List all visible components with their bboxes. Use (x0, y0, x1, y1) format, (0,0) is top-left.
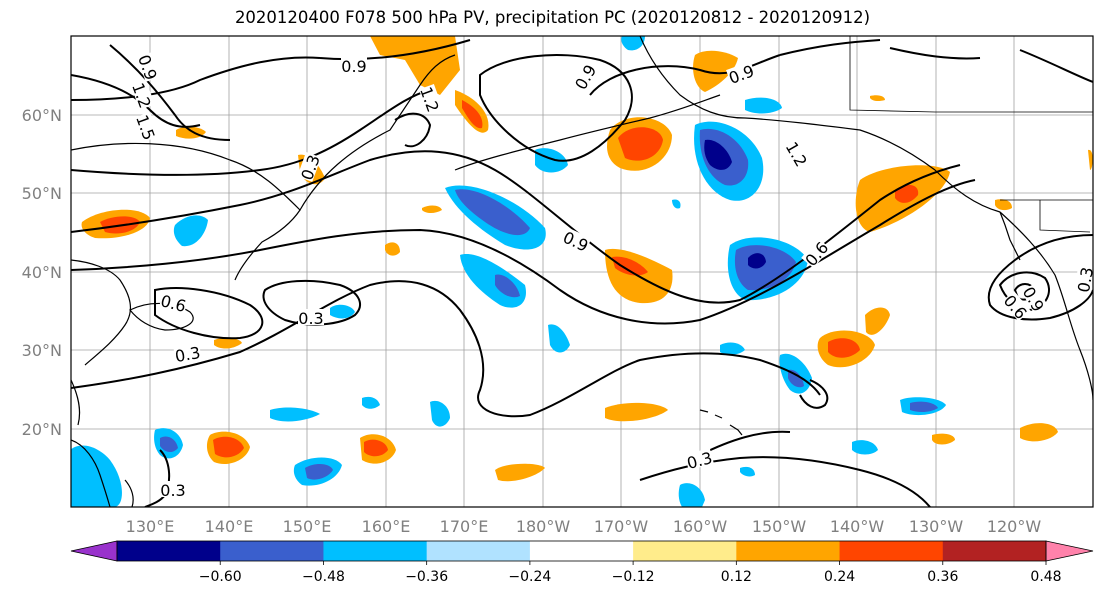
contour-label-bg (298, 309, 324, 325)
latitude-label: 60°N (22, 106, 62, 125)
contour-label: 0.3 (160, 481, 185, 500)
colorbar-tick-label: 0.12 (721, 569, 752, 585)
contour-label-bg (1073, 265, 1093, 294)
longitude-label: 160°W (673, 517, 728, 536)
longitude-label: 140°W (830, 517, 885, 536)
colorbar-segment (529, 541, 634, 561)
latitude-labels: 60°N 50°N 40°N 30°N 20°N (22, 106, 62, 439)
contour-label-bg (297, 152, 322, 182)
colorbar-segment (839, 541, 944, 561)
contour-label: 0.3 (298, 309, 323, 328)
colorbar-tick-label: −0.24 (508, 569, 551, 585)
contour-label-bg (134, 112, 159, 142)
contour-label-bg (726, 61, 756, 86)
longitude-label: 120°W (987, 517, 1042, 536)
colorbar-segment (633, 541, 737, 561)
colorbar-segment (942, 541, 1047, 561)
colorbar-tick-label: −0.36 (405, 569, 448, 585)
colorbar (70, 540, 1094, 562)
longitude-label: 130°E (126, 517, 175, 536)
colorbar-tick-label: −0.48 (302, 569, 345, 585)
contour-label-bg (136, 52, 161, 82)
contour-label-bg (1001, 290, 1031, 322)
precip-fill-negative (71, 36, 946, 507)
latitude-label: 30°N (22, 341, 62, 360)
colorbar-tick-label: 0.24 (824, 569, 855, 585)
latitude-label: 50°N (22, 184, 62, 203)
contour-label-bg (1021, 283, 1049, 314)
longitude-label: 170°W (594, 517, 649, 536)
map-frame (70, 35, 1094, 508)
contour-label-bg (561, 227, 592, 254)
latitude-label: 20°N (22, 420, 62, 439)
colorbar-segment (117, 541, 221, 561)
contour-label-bg (684, 448, 714, 471)
contour-label-bg (173, 342, 202, 364)
longitude-labels: 130°E 140°E 150°E 160°E 170°E 180°W 170°W 160°W… (126, 517, 1042, 536)
contour-label: 0.3 (174, 343, 202, 366)
contour-label-bg (418, 84, 443, 114)
pv-contours (71, 39, 1093, 507)
colorbar-tick-label: 0.48 (1030, 569, 1061, 585)
contour-label: 0.3 (1074, 266, 1097, 294)
latitude-label: 40°N (22, 263, 62, 282)
longitude-label: 160°E (362, 517, 411, 536)
longitude-label: 170°E (440, 517, 489, 536)
contour-label-bg (784, 138, 812, 169)
longitude-label: 140°E (205, 517, 254, 536)
contour-label-bg (570, 61, 598, 92)
colorbar-tick-label: −0.60 (199, 569, 242, 585)
contour-label-bg (801, 237, 831, 269)
map-title: 2020120400 F078 500 hPa PV, precipitatio… (234, 8, 871, 27)
colorbar-segment (323, 541, 428, 561)
map-background (71, 36, 1093, 507)
colorbar-segment (426, 541, 531, 561)
colorbar-segment (220, 541, 324, 561)
longitude-label: 130°W (909, 517, 964, 536)
contour-labels: 0.91.21.50.9 0.90.91.20.9 0.60.60.30.30.30… (128, 52, 1097, 500)
contour-label-bg (159, 291, 189, 314)
colorbar-segment (736, 541, 841, 561)
political-borders (849, 36, 1093, 233)
colorbar-tick-labels: −0.60 −0.48 −0.36 −0.24 −0.12 0.12 0.24 0.36 0.4… (199, 561, 1062, 585)
longitude-label: 150°W (752, 517, 807, 536)
colorbar-extend-low (70, 540, 118, 562)
longitude-label: 180°W (516, 517, 571, 536)
contour-label-bg (130, 80, 155, 110)
precip-fill-positive (81, 36, 1093, 482)
colorbar-outline (116, 540, 1047, 562)
contour-label-bg (341, 57, 367, 73)
colorbar-tick-label: −0.12 (612, 569, 655, 585)
colorbar-extend-high (1045, 540, 1094, 562)
colorbar-tick-label: 0.36 (927, 569, 958, 585)
longitude-label: 150°E (283, 517, 332, 536)
contour-label: 0.9 (341, 57, 366, 76)
contour-label-bg (160, 481, 186, 497)
coastlines (71, 36, 1093, 507)
